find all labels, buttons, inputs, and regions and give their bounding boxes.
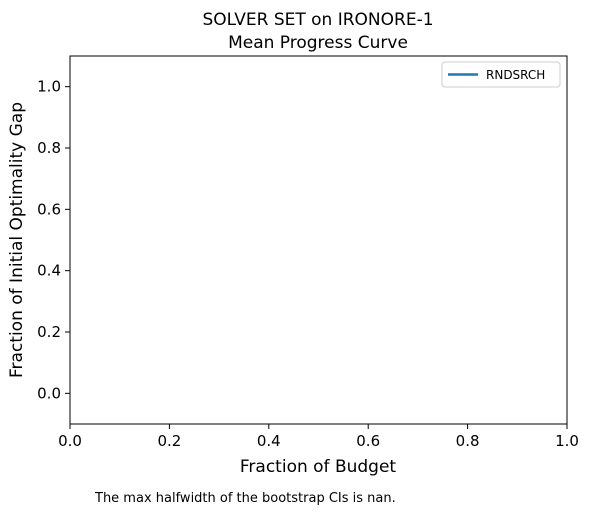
x-axis-label: Fraction of Budget [240,457,397,477]
y-tick-label: 0.8 [37,139,61,157]
y-tick-label: 1.0 [37,78,61,96]
x-tick-label: 0.6 [356,432,380,450]
x-tick-label: 0.2 [157,432,181,450]
x-tick-label: 0.8 [456,432,480,450]
y-axis-ticks: 0.0 0.2 0.4 0.6 0.8 1.0 [37,78,70,402]
chart-title-line1: SOLVER SET on IRONORE-1 [202,10,433,30]
plot-area-frame [69,55,568,425]
x-tick-label: 0.4 [257,432,281,450]
chart-title-line2: Mean Progress Curve [228,33,408,53]
y-tick-label: 0.2 [37,323,61,341]
y-tick-label: 0.4 [37,262,61,280]
legend-label-rndsrch: RNDSRCH [486,68,545,82]
legend: RNDSRCH [441,61,561,88]
x-tick-label: 1.0 [555,432,579,450]
x-axis-ticks: 0.0 0.2 0.4 0.6 0.8 1.0 [58,424,579,450]
x-tick-label: 0.0 [58,432,82,450]
y-axis-label: Fraction of Initial Optimality Gap [7,102,27,378]
ci-halfwidth-note: The max halfwidth of the bootstrap CIs i… [94,491,396,506]
y-tick-label: 0.0 [37,384,61,402]
y-tick-label: 0.6 [37,200,61,218]
legend-box [441,61,561,88]
